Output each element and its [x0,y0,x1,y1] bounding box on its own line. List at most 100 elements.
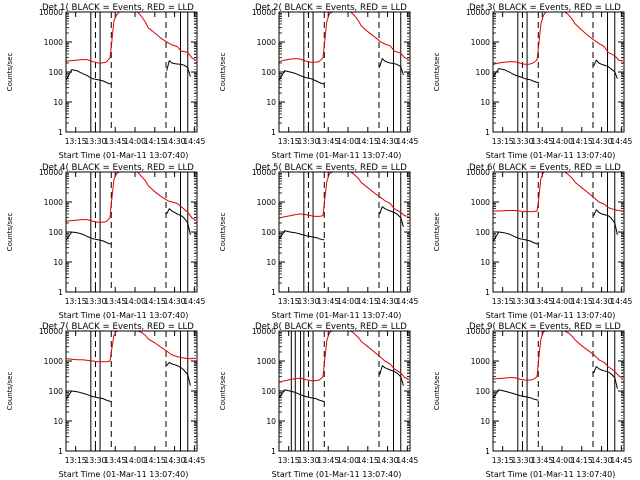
events-series-line [65,390,112,402]
x-tick-label: 14:45 [183,137,205,146]
x-axis-label: Start Time (01-Mar-11 13:07:40) [59,470,189,479]
y-axis-label: Counts/sec [433,372,441,411]
x-tick-label: 13:15 [65,137,87,146]
x-tick-label: 13:15 [492,297,514,306]
x-tick-label: 13:30 [298,297,320,306]
plot-frame [278,330,411,452]
x-tick-label: 14:30 [164,137,186,146]
y-tick-label: 10000 [39,8,63,17]
events-series-line [593,209,618,236]
y-tick-label: 10 [53,98,63,107]
detector-panel-6: Det 6( BLACK = Events, RED = LLD Counts/s… [433,163,632,320]
y-tick-label: 10 [53,417,63,426]
panel-title: Det 5( BLACK = Events, RED = LLD [255,163,407,173]
y-tick-label: 10 [480,417,490,426]
detector-panel-2: Det 2( BLACK = Events, RED = LLD Counts/s… [219,3,418,160]
panel-title: Det 2( BLACK = Events, RED = LLD [255,3,407,13]
y-tick-label: 1 [271,288,276,297]
y-tick-label: 1000 [44,198,63,207]
x-tick-label: 13:30 [298,456,320,465]
x-axis-label: Start Time (01-Mar-11 13:07:40) [59,151,189,160]
x-axis-label: Start Time (01-Mar-11 13:07:40) [486,470,616,479]
events-series-line [278,70,325,85]
events-series-line [593,366,618,389]
x-axis-label: Start Time (01-Mar-11 13:07:40) [272,470,402,479]
y-tick-label: 10000 [252,327,276,336]
events-series-line [166,361,191,386]
y-tick-label: 1000 [471,357,490,366]
lld-series-line [66,330,196,363]
x-tick-label: 13:45 [531,297,553,306]
x-axis-label: Start Time (01-Mar-11 13:07:40) [486,311,616,320]
plot-frame [492,11,625,133]
x-tick-label: 14:15 [571,297,593,306]
x-tick-label: 14:00 [337,456,359,465]
x-tick-label: 14:45 [610,137,632,146]
x-tick-label: 14:15 [357,137,379,146]
events-series-line [166,60,191,77]
lld-series-line [493,171,623,213]
detector-panel-9: Det 9( BLACK = Events, RED = LLD Counts/s… [433,322,632,479]
plot-frame [65,11,198,133]
x-tick-label: 14:00 [551,456,573,465]
detector-panel-3: Det 3( BLACK = Events, RED = LLD Counts/s… [433,3,632,160]
panel-title: Det 9( BLACK = Events, RED = LLD [469,322,621,332]
x-tick-label: 14:30 [591,297,613,306]
y-tick-label: 100 [476,387,491,396]
lld-series-line [493,11,623,65]
y-tick-label: 10 [480,98,490,107]
x-tick-label: 13:45 [531,456,553,465]
y-tick-label: 1000 [44,38,63,47]
x-tick-label: 14:30 [591,137,613,146]
y-tick-label: 10 [480,258,490,267]
y-tick-label: 100 [476,68,491,77]
y-tick-label: 10000 [252,8,276,17]
panel-title: Det 8( BLACK = Events, RED = LLD [255,322,407,332]
y-tick-label: 1 [485,447,490,456]
plot-frame [278,11,411,133]
x-tick-label: 13:15 [492,456,514,465]
x-tick-label: 14:00 [551,297,573,306]
y-tick-label: 1000 [44,357,63,366]
x-tick-label: 14:45 [396,297,418,306]
x-tick-label: 13:30 [512,137,534,146]
y-tick-label: 10 [266,417,276,426]
x-tick-label: 14:00 [124,456,146,465]
events-series-line [379,206,404,227]
x-tick-label: 13:30 [512,297,534,306]
x-axis-label: Start Time (01-Mar-11 13:07:40) [486,151,616,160]
x-tick-label: 13:15 [278,456,300,465]
x-tick-label: 14:15 [357,297,379,306]
x-tick-label: 13:30 [85,297,107,306]
y-tick-label: 10000 [466,327,490,336]
y-tick-label: 10000 [466,8,490,17]
lld-series-line [66,11,196,64]
x-tick-label: 13:45 [531,137,553,146]
y-axis-label: Counts/sec [433,53,441,92]
x-tick-label: 13:30 [85,456,107,465]
x-tick-label: 13:30 [85,137,107,146]
x-tick-label: 13:15 [278,297,300,306]
x-tick-label: 13:45 [104,456,126,465]
events-series-line [65,231,112,245]
plot-frame [492,171,625,293]
x-tick-label: 14:15 [144,137,166,146]
y-tick-label: 10 [266,98,276,107]
panel-title: Det 7( BLACK = Events, RED = LLD [42,322,194,332]
y-tick-label: 100 [262,228,277,237]
events-series-line [492,231,539,245]
y-tick-label: 1 [271,447,276,456]
lld-series-line [279,330,409,383]
y-tick-label: 1 [485,128,490,137]
y-axis-label: Counts/sec [6,53,14,92]
x-tick-label: 13:30 [298,137,320,146]
events-series-line [166,208,191,236]
y-axis-label: Counts/sec [6,372,14,411]
x-tick-label: 14:15 [144,456,166,465]
detector-panel-5: Det 5( BLACK = Events, RED = LLD Counts/s… [219,163,418,320]
detector-panel-8: Det 8( BLACK = Events, RED = LLD Counts/s… [219,322,418,479]
x-tick-label: 13:15 [492,137,514,146]
panel-title: Det 3( BLACK = Events, RED = LLD [469,3,621,13]
y-axis-label: Counts/sec [433,213,441,252]
